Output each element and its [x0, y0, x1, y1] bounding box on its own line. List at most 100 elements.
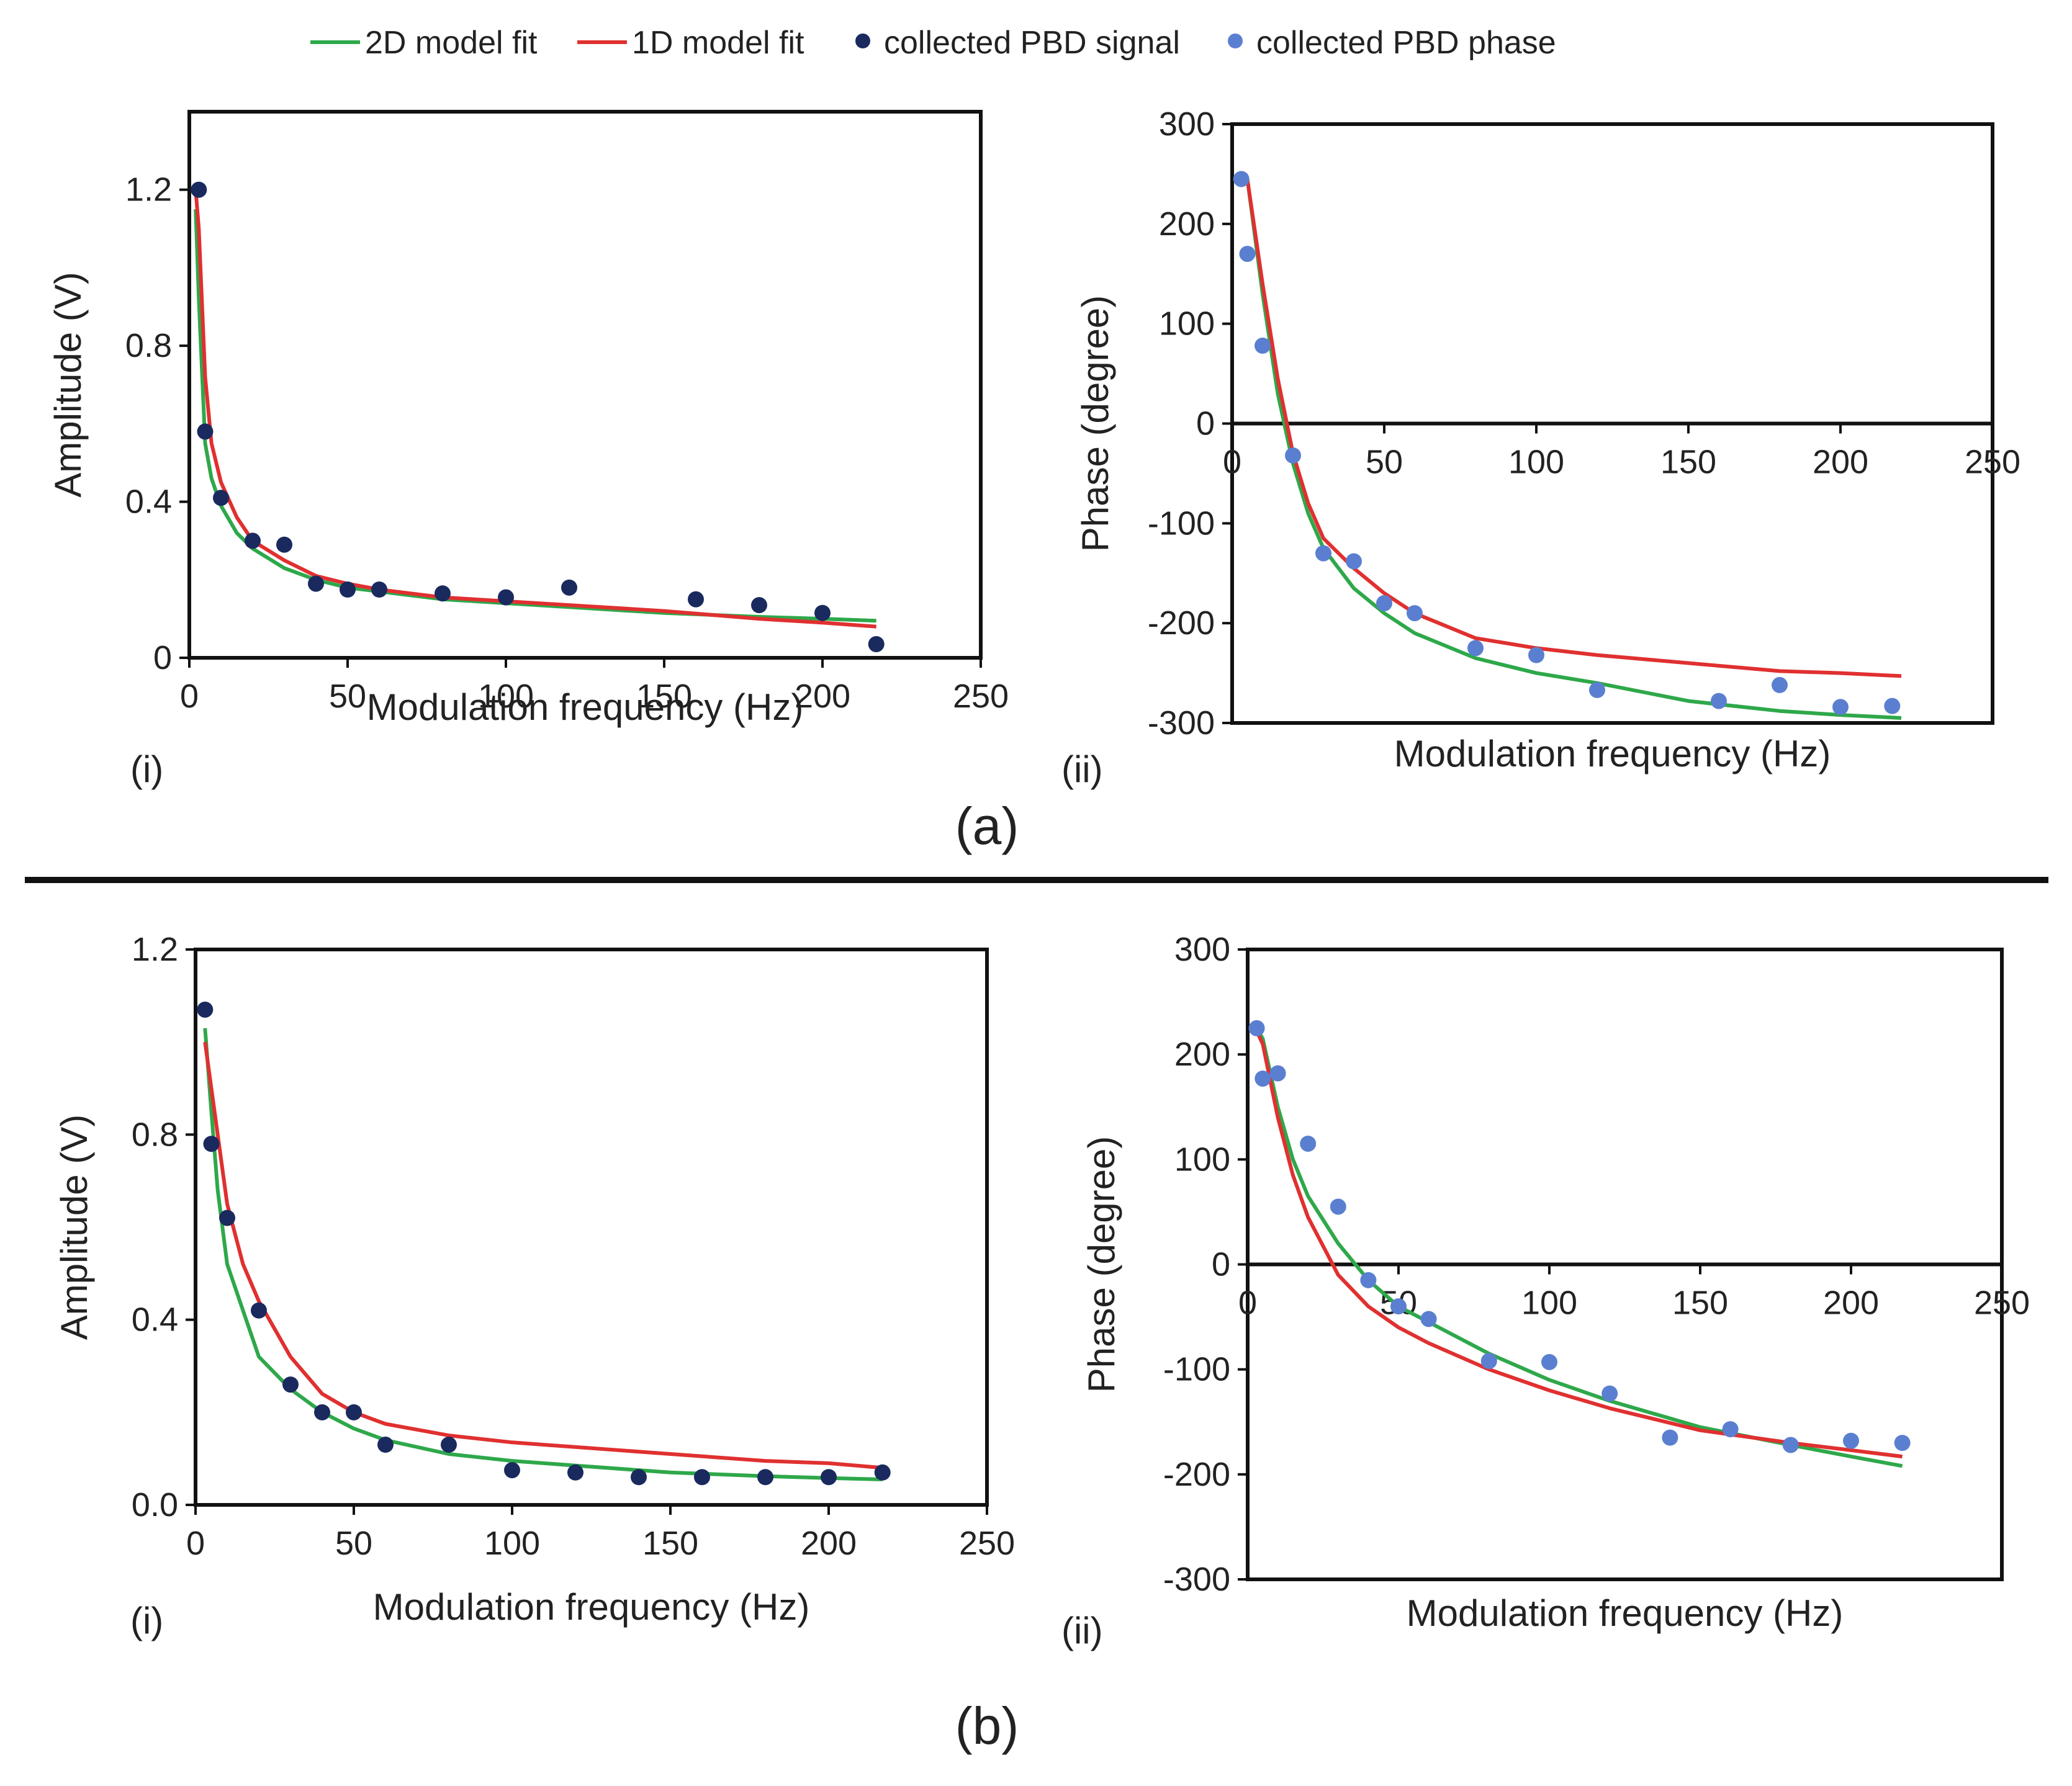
data-point [504, 1462, 520, 1479]
legend: 2D model fit 1D model fit collected PBD si… [310, 25, 1556, 61]
x-tick-label: 100 [478, 678, 534, 715]
data-point [561, 579, 577, 596]
panel-label-b-i: (i) [130, 1600, 163, 1641]
y-tick-label: 0 [153, 639, 172, 676]
data-point [371, 581, 387, 598]
y-tick-label: 0 [1196, 405, 1215, 442]
data-point [1782, 1437, 1799, 1453]
legend-label-3: collected PBD phase [1256, 25, 1556, 61]
panel-label-b-ii: (ii) [1061, 1610, 1103, 1651]
series-line-2d-model-fit [194, 209, 876, 623]
data-point [197, 423, 214, 440]
x-tick-label: 0 [186, 1525, 205, 1562]
y-tick-label: 0 [1212, 1246, 1230, 1283]
data-point [567, 1464, 583, 1481]
data-point [757, 1469, 773, 1486]
data-point [1832, 699, 1849, 716]
y-tick-label: 0.8 [132, 1116, 178, 1153]
data-point [213, 490, 229, 506]
data-point [1239, 246, 1256, 263]
x-tick-label: 200 [1823, 1285, 1879, 1322]
chart-a-i: 0 50 100 150 200 250 0 0.4 0.8 1.2 Modulation freq… [47, 110, 1009, 728]
y-axis-title: Phase (degree) [1074, 295, 1116, 552]
y-tick-label: -300 [1148, 704, 1215, 742]
data-point [346, 1404, 362, 1420]
data-point [1390, 1298, 1407, 1315]
series-line-1d-model-fit [1238, 177, 1902, 678]
data-point [1233, 171, 1250, 187]
x-tick-label: 0 [1223, 444, 1241, 481]
data-point [498, 589, 514, 606]
data-point [1884, 698, 1901, 714]
data-point [1285, 447, 1301, 464]
data-point [1254, 1070, 1271, 1087]
x-tick-label: 150 [1672, 1285, 1728, 1322]
y-tick-label: -200 [1163, 1456, 1230, 1493]
data-point [276, 536, 292, 553]
y-tick-label: 100 [1159, 305, 1215, 343]
data-point [688, 591, 704, 608]
data-point [1541, 1353, 1557, 1370]
data-point [1407, 605, 1423, 622]
x-axis-title: Modulation frequency (Hz) [373, 1586, 810, 1628]
data-point [435, 585, 451, 602]
section-label-b: (b) [955, 1697, 1019, 1755]
x-tick-label: 250 [953, 678, 1009, 715]
y-tick-label: 300 [1174, 931, 1230, 968]
y-tick-label: 200 [1159, 205, 1215, 243]
data-point [282, 1376, 299, 1393]
data-point [1315, 545, 1331, 562]
data-point [219, 1209, 235, 1226]
y-tick-label: 0.4 [132, 1301, 178, 1339]
data-point [377, 1437, 394, 1453]
x-tick-label: 0 [180, 678, 199, 715]
data-point [1894, 1435, 1911, 1452]
series-collected-pbd-signal [191, 181, 885, 652]
data-point [1601, 1385, 1618, 1402]
x-tick-label: 250 [959, 1525, 1015, 1562]
chart-a-ii: 0 50 100 150 200 2503002001000-100-200-300Mod… [1074, 105, 2020, 774]
x-tick-label: 50 [1366, 444, 1403, 481]
series-collected-pbd-phase [1233, 171, 1901, 716]
x-axis-title: Modulation frequency (Hz) [1394, 733, 1831, 774]
y-tick-label: 300 [1159, 105, 1215, 143]
y-tick-label: 100 [1174, 1141, 1230, 1178]
data-point [821, 1469, 837, 1486]
data-point [751, 597, 767, 614]
section-label-a: (a) [955, 797, 1019, 855]
series-line-1d-model-fit [1254, 1030, 1903, 1459]
plot-frame [194, 948, 989, 1507]
y-tick-label: -100 [1148, 505, 1215, 542]
legend-swatch-3 [1228, 34, 1243, 48]
data-point [1467, 640, 1484, 657]
y-tick-label: 1.2 [132, 931, 178, 968]
data-point [1722, 1421, 1739, 1438]
y-tick-label: -200 [1148, 604, 1215, 642]
legend-label-1: 1D model fit [632, 25, 804, 61]
y-tick-label: 0.0 [132, 1486, 178, 1523]
data-point [1300, 1135, 1317, 1152]
data-point [1269, 1065, 1286, 1082]
data-point [308, 575, 324, 592]
data-point [197, 1001, 214, 1018]
x-tick-label: 200 [801, 1525, 857, 1562]
x-tick-label: 100 [1508, 444, 1564, 481]
chart-b-ii: 0501001502002503002001000-100-200-300Mod… [1081, 931, 2030, 1634]
data-point [441, 1437, 457, 1453]
y-tick-label: 0.8 [125, 327, 172, 364]
data-point [203, 1136, 220, 1152]
data-point [874, 1464, 891, 1481]
x-tick-label: 200 [795, 678, 850, 715]
data-point [191, 181, 207, 198]
x-tick-label: 100 [1521, 1285, 1577, 1322]
data-point [1346, 553, 1362, 570]
data-point [340, 581, 356, 598]
data-point [1589, 681, 1605, 698]
series-collected-pbd-signal [197, 1001, 891, 1486]
x-tick-label: 50 [335, 1525, 372, 1562]
x-tick-label: 250 [1974, 1285, 2030, 1322]
data-point [1528, 647, 1544, 663]
y-axis-title: Amplitude (V) [47, 272, 89, 497]
data-point [1662, 1429, 1678, 1446]
